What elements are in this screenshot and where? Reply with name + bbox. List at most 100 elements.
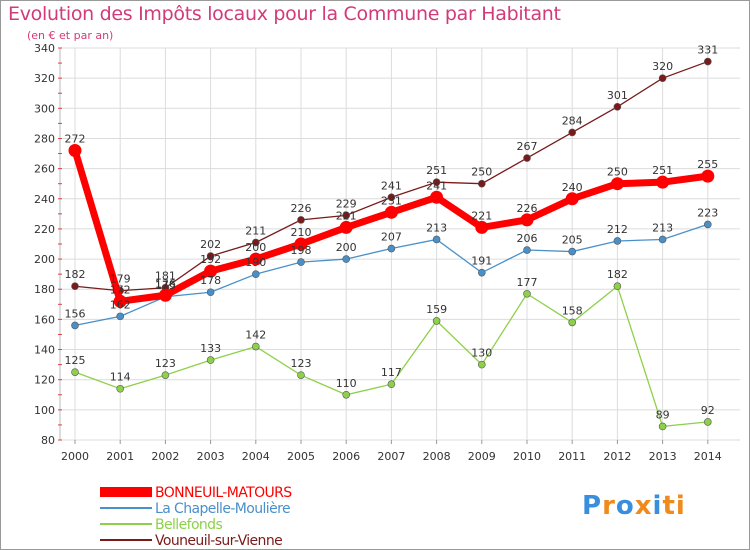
data-label: 207 — [381, 231, 402, 244]
data-label: 162 — [110, 298, 131, 311]
data-label: 331 — [697, 44, 718, 57]
y-tick-label: 260 — [34, 163, 55, 176]
data-label: 114 — [110, 371, 131, 384]
series-point — [523, 246, 531, 254]
data-label: 205 — [562, 234, 583, 247]
data-label: 181 — [155, 270, 176, 283]
series-point — [520, 213, 534, 227]
data-label: 213 — [426, 221, 447, 234]
data-label: 250 — [607, 166, 628, 179]
series-point — [252, 342, 260, 351]
data-label: 267 — [517, 140, 538, 153]
series-point — [703, 57, 712, 66]
x-tick-label: 2010 — [513, 450, 541, 463]
data-label: 172 — [110, 283, 131, 296]
data-label: 200 — [245, 241, 266, 254]
series-point — [523, 154, 531, 162]
data-label: 198 — [291, 244, 312, 257]
x-tick-label: 2007 — [377, 450, 405, 463]
y-tick-label: 140 — [34, 344, 55, 357]
data-label: 221 — [471, 209, 492, 222]
series-group — [68, 57, 715, 431]
y-tick-label: 100 — [34, 404, 55, 417]
data-label: 211 — [245, 224, 266, 237]
data-label: 175 — [155, 279, 176, 292]
legend-label: La Chapelle-Moulière — [155, 501, 290, 517]
x-tick-label: 2005 — [287, 450, 315, 463]
series-point — [703, 220, 712, 229]
logo-letter: i — [652, 491, 663, 521]
data-label: 123 — [155, 357, 176, 370]
series-point — [71, 368, 79, 376]
data-label: 178 — [200, 274, 221, 287]
data-label: 142 — [245, 329, 266, 342]
x-tick-label: 2001 — [106, 450, 134, 463]
data-label: 250 — [471, 166, 492, 179]
series-point — [658, 422, 667, 431]
series-point — [71, 282, 79, 291]
data-labels: 125 114 123 133 142 123 110 117 159 130 177 158 182 8… — [65, 44, 719, 422]
x-tick-label: 2006 — [332, 450, 360, 463]
data-label: 229 — [336, 197, 357, 210]
series-point — [613, 237, 622, 245]
data-label: 212 — [607, 223, 628, 236]
series-point — [68, 144, 82, 158]
x-tick-label: 2008 — [423, 450, 451, 463]
series-point — [387, 380, 396, 389]
y-tick-label: 340 — [34, 42, 55, 55]
series-point — [387, 244, 396, 253]
x-axis: 2000 2001 2002 2003 2004 2005 2006 2007 2008 2009… — [61, 440, 722, 463]
series-point — [430, 190, 444, 204]
series-point — [158, 288, 172, 302]
data-label: 251 — [652, 164, 673, 177]
series-point — [342, 390, 351, 399]
x-tick-label: 2003 — [197, 450, 225, 463]
series-point — [568, 128, 577, 137]
y-tick-label: 240 — [34, 193, 55, 206]
data-label: 130 — [471, 347, 492, 360]
logo-letter: x — [634, 491, 653, 521]
series-point — [204, 264, 218, 278]
data-label: 176 — [155, 277, 176, 290]
proxiti-logo: Proxiti — [582, 491, 686, 521]
data-label: 251 — [426, 164, 447, 177]
series-point — [432, 178, 441, 186]
data-label: 158 — [562, 304, 583, 317]
grid-lines — [59, 47, 740, 441]
legend-label: Vouneuil-sur-Vienne — [155, 533, 282, 549]
data-label: 159 — [426, 303, 447, 316]
series-point — [568, 247, 577, 256]
data-label: 179 — [110, 273, 131, 286]
data-label: 200 — [336, 241, 357, 254]
series-point — [116, 384, 124, 393]
data-label: 231 — [381, 194, 402, 207]
series-point — [113, 294, 127, 308]
y-tick-label: 160 — [34, 313, 55, 326]
data-label: 177 — [517, 276, 538, 289]
series-point — [701, 169, 715, 183]
series-point — [252, 270, 260, 278]
series-point — [387, 193, 396, 202]
series-point — [477, 360, 486, 369]
series-point — [297, 258, 305, 266]
series-point — [477, 179, 486, 188]
data-label: 182 — [607, 268, 628, 281]
series-point — [71, 321, 79, 330]
data-label: 133 — [200, 342, 221, 355]
series-point — [613, 103, 622, 111]
data-label: 117 — [381, 366, 402, 379]
series-point — [342, 255, 351, 263]
chart-title: Evolution des Impôts locaux pour la Comm… — [8, 3, 561, 25]
data-label: 255 — [697, 158, 718, 171]
x-tick-label: 2002 — [151, 450, 179, 463]
y-tick-label: 80 — [41, 434, 55, 447]
data-label: 202 — [200, 238, 221, 251]
data-label: 226 — [291, 202, 312, 215]
data-label: 241 — [381, 179, 402, 192]
series-point — [252, 238, 260, 247]
y-tick-label: 220 — [34, 223, 55, 236]
legend-label: BONNEUIL-MATOURS — [155, 485, 292, 501]
data-label: 226 — [517, 202, 538, 215]
x-tick-label: 2011 — [558, 450, 586, 463]
